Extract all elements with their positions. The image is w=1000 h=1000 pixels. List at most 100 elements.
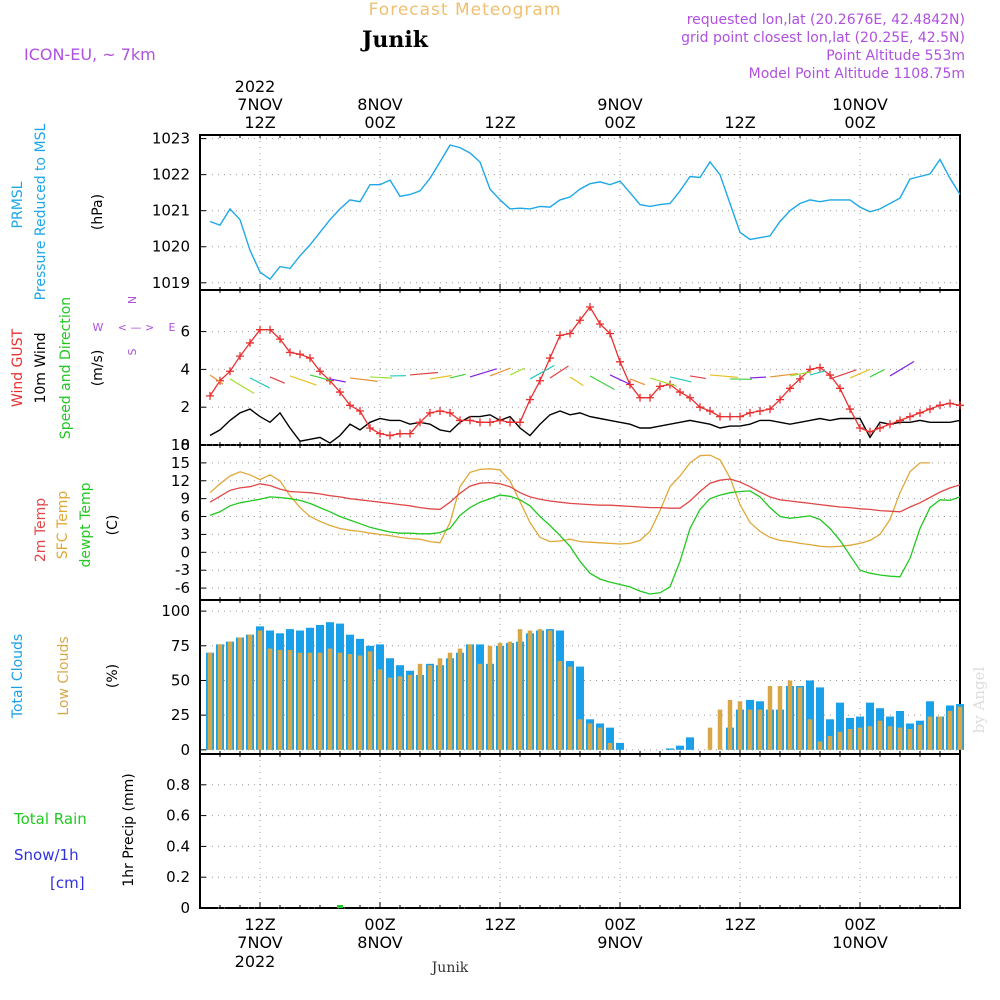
low-cloud-bar (407, 674, 413, 750)
low-cloud-bar (607, 742, 613, 750)
low-cloud-bar (947, 710, 953, 750)
low-cloud-bar (807, 719, 813, 750)
gust-marker (896, 416, 904, 425)
low-cloud-bar (837, 731, 843, 750)
pressure-label-prmsl: PRMSL (10, 181, 26, 228)
top-day-label: 9NOV (597, 95, 642, 114)
wind-direction-arrow (329, 378, 346, 383)
low-cloud-bar (867, 726, 873, 750)
gust-marker (726, 412, 734, 421)
gust-marker (736, 412, 744, 421)
low-cloud-bar (577, 719, 583, 750)
low-cloud-bar (477, 663, 483, 750)
low-cloud-bar (917, 724, 923, 750)
low-cloud-bar (307, 652, 313, 750)
low-cloud-bar (497, 643, 503, 750)
gust-marker (256, 325, 264, 334)
gust-marker (816, 363, 824, 372)
low-cloud-bar (277, 649, 283, 750)
wind-direction-arrow (769, 372, 798, 378)
gust-marker (586, 303, 594, 312)
wind-direction-arrow (589, 375, 615, 391)
wind-direction-arrow (789, 371, 812, 377)
point-altitude: Point Altitude 553m (826, 48, 965, 64)
gridpoint-coords: grid point closest lon,lat (20.25E, 42.5… (681, 30, 965, 46)
pressure-line (209, 144, 961, 281)
total-cloud-bar (606, 727, 614, 750)
gust-marker (536, 376, 544, 385)
gust-marker (926, 405, 934, 414)
temp-unit: (C) (105, 515, 121, 536)
low-cloud-bar (907, 729, 913, 750)
wind-gust-label: Wind GUST (10, 328, 26, 407)
gust-marker (276, 335, 284, 344)
y-tick-label: 0 (180, 436, 190, 454)
wind-direction-arrow (549, 365, 569, 379)
gust-marker (466, 416, 474, 425)
low-cloud-bar (287, 649, 293, 750)
low-cloud-bar (397, 676, 403, 750)
low-cloud-bar (257, 630, 263, 750)
low-cloud-bar (267, 648, 273, 750)
total-cloud-bar (686, 737, 694, 750)
top-hour-label: 12Z (484, 113, 515, 132)
low-cloud-bar (467, 644, 473, 750)
temp-sfc-label: SFC Temp (55, 491, 71, 560)
low-cloud-bar (817, 741, 823, 750)
panel-frame-pressure (199, 134, 961, 291)
wind-direction-arrow (709, 374, 738, 378)
panel-precip: 0 0.2 0.4 0.6 0.8 (166, 753, 961, 917)
low-cloud-bar (227, 641, 233, 750)
panel-frame-precip (199, 753, 961, 909)
precip-labels: Total Rain Snow/1h [cm] 1hr Precip (mm) (13, 773, 137, 892)
low-cloud-bar (707, 727, 713, 750)
gust-marker (296, 350, 304, 359)
gust-marker (906, 412, 914, 421)
bottom-hour-label: 00Z (844, 915, 875, 934)
low-cloud-bar (937, 716, 943, 750)
low-cloud-bar (487, 645, 493, 750)
top-day-label: 8NOV (357, 95, 402, 114)
bottom-hour-label: 12Z (484, 915, 515, 934)
wind-direction-arrow (369, 376, 393, 379)
wind-direction-arrow (409, 371, 438, 376)
y-tick-label: 1022 (152, 166, 190, 184)
low-cloud-bar (207, 652, 213, 750)
total-cloud-bar (806, 680, 814, 750)
gust-marker (316, 367, 324, 376)
total-cloud-bar (836, 702, 844, 750)
low-cloud-bar (377, 669, 383, 750)
bottom-hour-label: 12Z (724, 915, 755, 934)
low-cloud-bar (597, 727, 603, 750)
y-tick-label: 100 (161, 602, 190, 620)
gust-marker (486, 418, 494, 427)
temp-2m-label: 2m Temp (33, 498, 49, 562)
top-hour-label: 00Z (604, 113, 635, 132)
wind-direction-arrow (809, 370, 826, 376)
panel-frame-temp (199, 444, 961, 601)
wind-speed-label: Speed and Direction (58, 297, 74, 439)
low-cloud-bar (507, 641, 513, 750)
low-cloud-bar (727, 699, 733, 750)
wind-direction-arrow (489, 367, 511, 377)
y-tick-label: 0.2 (166, 868, 190, 886)
y-tick-label: 0.4 (166, 837, 190, 855)
gust-marker (596, 320, 604, 329)
gust-marker (746, 408, 754, 417)
low-cloud-bar (217, 644, 223, 750)
low-cloud-bar (317, 652, 323, 750)
gust-marker (206, 391, 214, 400)
low-cloud-bar (447, 652, 453, 750)
t2m-line (209, 478, 961, 513)
y-tick-label: -6 (175, 579, 190, 597)
year-bottom: 2022 (235, 952, 276, 971)
gust-marker (356, 406, 364, 415)
temp-labels: 2m Temp SFC Temp dewpt Temp (C) (33, 482, 121, 567)
wind-direction-arrow (749, 376, 767, 379)
low-cloud-bar (457, 648, 463, 750)
wind-labels: Wind GUST 10m Wind Speed and Direction (… (10, 296, 176, 439)
low-cloud-bar (437, 658, 443, 750)
gust-marker (416, 418, 424, 427)
model-altitude: Model Point Altitude 1108.75m (749, 66, 965, 82)
gust-marker (646, 393, 654, 402)
